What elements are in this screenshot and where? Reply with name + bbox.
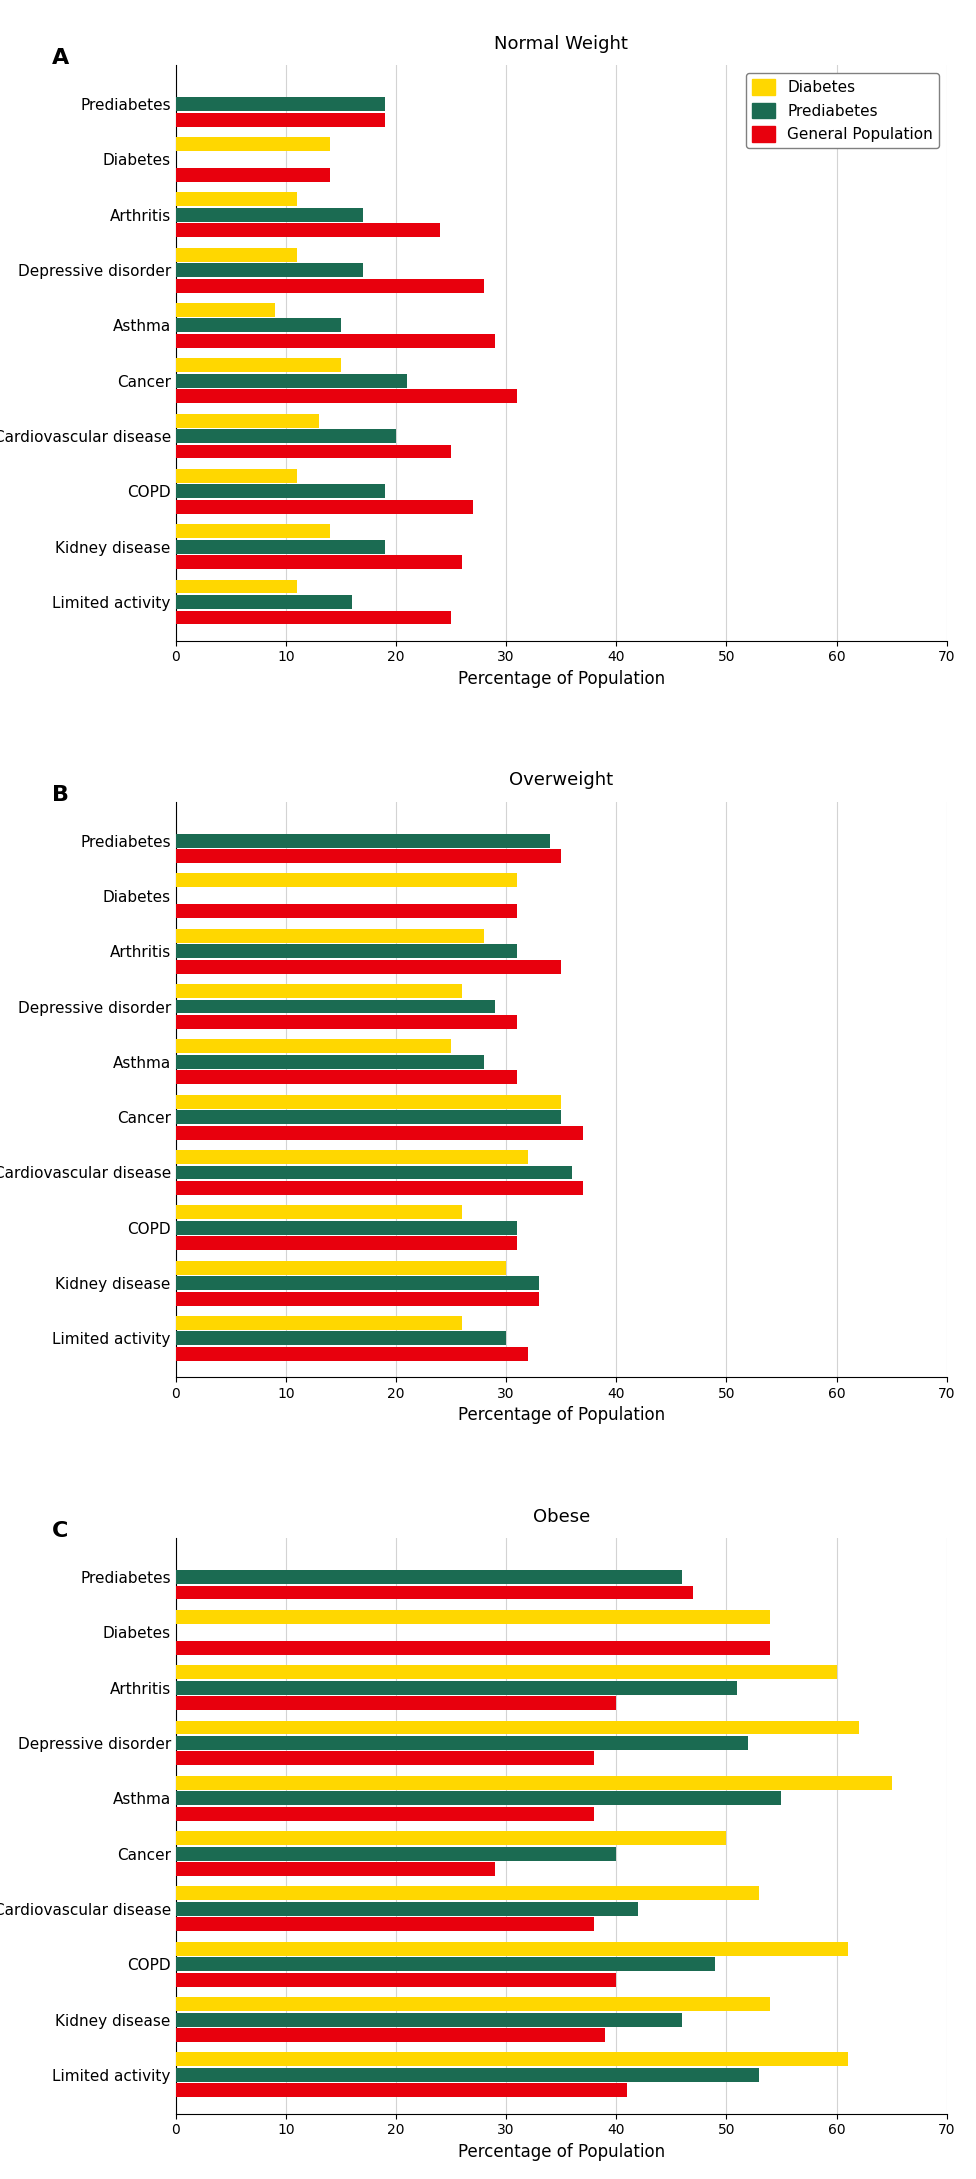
Bar: [176, 168, 330, 181]
Bar: [176, 1109, 561, 1124]
Bar: [176, 1181, 584, 1194]
Bar: [176, 1015, 517, 1028]
Bar: [176, 1665, 836, 1680]
Bar: [176, 1641, 770, 1654]
Bar: [176, 1151, 528, 1164]
Bar: [176, 1235, 517, 1251]
Bar: [176, 1752, 594, 1765]
Bar: [176, 1571, 682, 1584]
Title: Normal Weight: Normal Weight: [494, 35, 629, 52]
Title: Obese: Obese: [533, 1508, 590, 1525]
Bar: [176, 904, 517, 917]
Bar: [176, 1039, 451, 1052]
Bar: [176, 1316, 462, 1329]
Bar: [176, 1863, 495, 1876]
Bar: [176, 540, 385, 553]
Bar: [176, 610, 451, 625]
Bar: [176, 1902, 638, 1915]
Bar: [176, 1000, 495, 1013]
Bar: [176, 985, 462, 998]
Bar: [176, 207, 363, 222]
Bar: [176, 1695, 616, 1711]
Bar: [176, 850, 561, 863]
Bar: [176, 1610, 770, 1623]
Bar: [176, 468, 297, 484]
Bar: [176, 1586, 693, 1599]
Bar: [176, 1957, 715, 1972]
Bar: [176, 835, 550, 848]
Title: Overweight: Overweight: [509, 771, 613, 789]
Bar: [176, 525, 330, 538]
Bar: [176, 959, 561, 974]
Bar: [176, 1166, 572, 1179]
Bar: [176, 192, 297, 207]
Bar: [176, 390, 517, 403]
Bar: [176, 429, 396, 442]
Bar: [176, 98, 385, 111]
Bar: [176, 944, 517, 959]
Bar: [176, 2053, 847, 2066]
Bar: [176, 248, 297, 261]
X-axis label: Percentage of Population: Percentage of Population: [458, 1405, 665, 1425]
Text: B: B: [53, 784, 69, 804]
Bar: [176, 2013, 682, 2026]
Bar: [176, 2083, 628, 2098]
Bar: [176, 874, 517, 887]
Bar: [176, 1776, 892, 1789]
Text: A: A: [53, 48, 69, 68]
Bar: [176, 580, 297, 593]
Bar: [176, 1055, 484, 1070]
Bar: [176, 928, 484, 944]
Bar: [176, 1721, 859, 1734]
Bar: [176, 445, 451, 458]
Legend: Diabetes, Prediabetes, General Population: Diabetes, Prediabetes, General Populatio…: [746, 74, 939, 148]
Bar: [176, 1205, 462, 1220]
Text: C: C: [53, 1521, 68, 1541]
Bar: [176, 484, 385, 499]
Bar: [176, 264, 363, 277]
Bar: [176, 1972, 616, 1987]
Bar: [176, 1998, 770, 2011]
Bar: [176, 1791, 782, 1804]
Bar: [176, 1277, 539, 1290]
Bar: [176, 1331, 507, 1344]
Bar: [176, 2029, 605, 2042]
Bar: [176, 1830, 726, 1846]
Bar: [176, 1806, 594, 1822]
Bar: [176, 1262, 507, 1275]
Bar: [176, 279, 484, 292]
X-axis label: Percentage of Population: Percentage of Population: [458, 669, 665, 689]
Bar: [176, 318, 341, 333]
Bar: [176, 1220, 517, 1235]
Bar: [176, 1680, 738, 1695]
Bar: [176, 1094, 561, 1109]
Bar: [176, 1127, 584, 1140]
Bar: [176, 137, 330, 150]
Bar: [176, 1887, 759, 1900]
Bar: [176, 1846, 616, 1861]
Bar: [176, 499, 473, 514]
Bar: [176, 333, 495, 349]
Bar: [176, 303, 275, 316]
X-axis label: Percentage of Population: Percentage of Population: [458, 2142, 665, 2162]
Bar: [176, 1347, 528, 1362]
Bar: [176, 414, 319, 427]
Bar: [176, 595, 352, 608]
Bar: [176, 113, 385, 126]
Bar: [176, 375, 407, 388]
Bar: [176, 222, 440, 238]
Bar: [176, 1292, 539, 1305]
Bar: [176, 1918, 594, 1931]
Bar: [176, 556, 462, 569]
Bar: [176, 357, 341, 373]
Bar: [176, 1070, 517, 1085]
Bar: [176, 1941, 847, 1957]
Bar: [176, 1737, 749, 1750]
Bar: [176, 2068, 759, 2081]
